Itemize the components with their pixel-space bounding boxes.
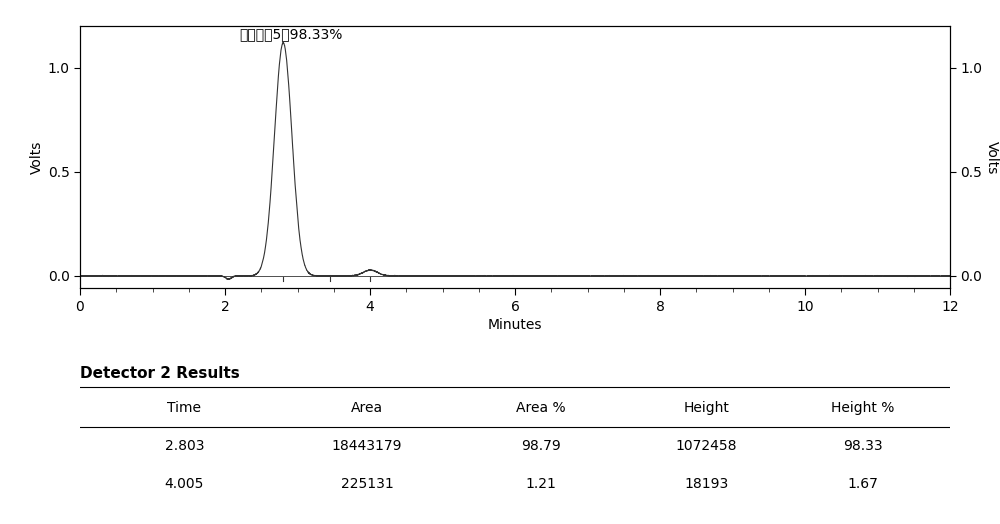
X-axis label: Minutes: Minutes <box>488 319 542 332</box>
Text: 1.21: 1.21 <box>526 477 557 491</box>
Y-axis label: Volts: Volts <box>985 140 999 174</box>
Text: Area %: Area % <box>516 401 566 414</box>
Text: Area: Area <box>351 401 383 414</box>
Text: Time: Time <box>167 401 201 414</box>
Text: 1.67: 1.67 <box>848 477 878 491</box>
Text: 18443179: 18443179 <box>332 439 402 453</box>
Y-axis label: Volts: Volts <box>29 140 43 174</box>
Text: 4.005: 4.005 <box>165 477 204 491</box>
Text: 化合物（5）98.33%: 化合物（5）98.33% <box>240 28 343 42</box>
Text: 98.33: 98.33 <box>843 439 883 453</box>
Text: Detector 2 Results: Detector 2 Results <box>80 366 240 381</box>
Text: 225131: 225131 <box>341 477 393 491</box>
Text: Height %: Height % <box>831 401 895 414</box>
Text: 18193: 18193 <box>684 477 729 491</box>
Text: 2.803: 2.803 <box>165 439 204 453</box>
Text: 98.79: 98.79 <box>521 439 561 453</box>
Text: 1072458: 1072458 <box>676 439 737 453</box>
Text: Height: Height <box>683 401 729 414</box>
